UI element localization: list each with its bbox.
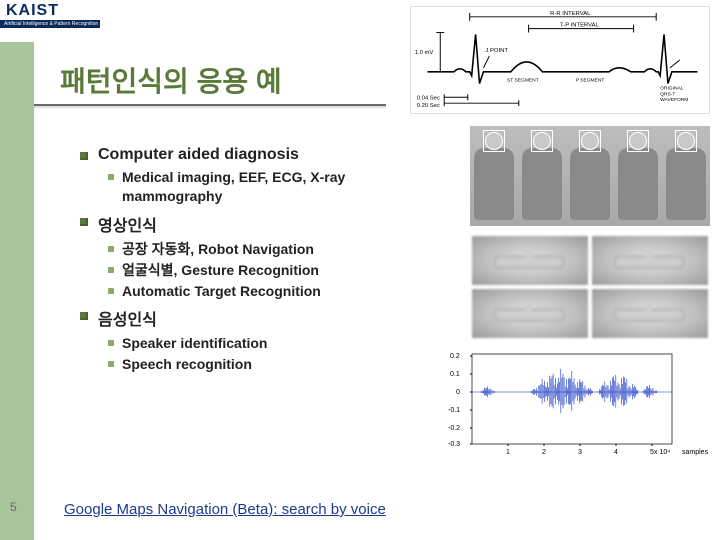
figure-faces [470,126,710,226]
wave-xtick: 4 [614,449,618,456]
list-item: 얼굴식별, Gesture Recognition [108,261,380,280]
page-number: 5 [10,500,17,514]
wave-xtick: 2 [542,449,546,456]
svg-text:0.1: 0.1 [450,371,460,378]
wave-xtick: 1 [506,449,510,456]
list-item: 공장 자동화, Robot Navigation [108,240,380,259]
ecg-label-b2: 0.20 Sec [417,103,440,109]
figure-waveform: 0.2 0.1 0 -0.1 -0.2 -0.3 1 2 3 4 5 x 10⁴… [444,348,714,458]
accent-stripe [0,0,34,540]
wave-xunit: x 10⁴ [654,449,670,456]
wave-xtick: 3 [578,449,582,456]
section-heading-1: Computer aided diagnosis [80,146,380,164]
page-title: 패턴인식의 응용 예 [60,60,282,100]
page-title-wrap: 패턴인식의 응용 예 [60,60,282,100]
ecg-label-seg1: P SEGMENT [576,78,605,84]
ecg-label-seg2: ST SEGMENT [507,78,539,84]
logo-subtitle: Artificial Intelligence & Pattern Recogn… [0,20,100,28]
ecg-label-b1: 0.04 Sec [417,95,440,101]
svg-text:0.2: 0.2 [450,353,460,360]
ecg-label-jpoint: J POINT [485,48,508,54]
list-item: Speech recognition [108,355,380,374]
svg-text:WAVEFORM: WAVEFORM [660,97,688,103]
svg-text:ORIGINAL: ORIGINAL [660,85,684,91]
svg-text:-0.3: -0.3 [448,441,460,448]
ecg-label-top: R-R INTERVAL [550,11,591,17]
svg-text:QRS-T: QRS-T [660,91,675,97]
svg-text:0: 0 [456,389,460,396]
logo-text: KAIST [0,0,100,20]
svg-text:-0.2: -0.2 [448,425,460,432]
title-underline [34,104,386,106]
wave-xlabel: samples [682,449,709,456]
ecg-label-amp: 1.0 mV [415,50,434,56]
list-item: Automatic Target Recognition [108,282,380,301]
list-item: Medical imaging, EEF, ECG, X-ray mammogr… [108,168,380,206]
section-heading-2: 영상인식 [80,212,380,236]
ecg-label-tseg: T-P INTERVAL [560,23,600,29]
logo: KAIST Artificial Intelligence & Pattern … [0,0,100,42]
footer-link[interactable]: Google Maps Navigation (Beta): search by… [64,501,386,518]
figure-ecg: R-R INTERVAL 1.0 mV T-P INTERVAL J POINT… [410,6,710,114]
section-heading-3: 음성인식 [80,306,380,330]
list-item: Speaker identification [108,334,380,353]
figure-tanks [470,234,710,340]
svg-text:-0.1: -0.1 [448,407,460,414]
content: Computer aided diagnosis Medical imaging… [80,140,380,376]
